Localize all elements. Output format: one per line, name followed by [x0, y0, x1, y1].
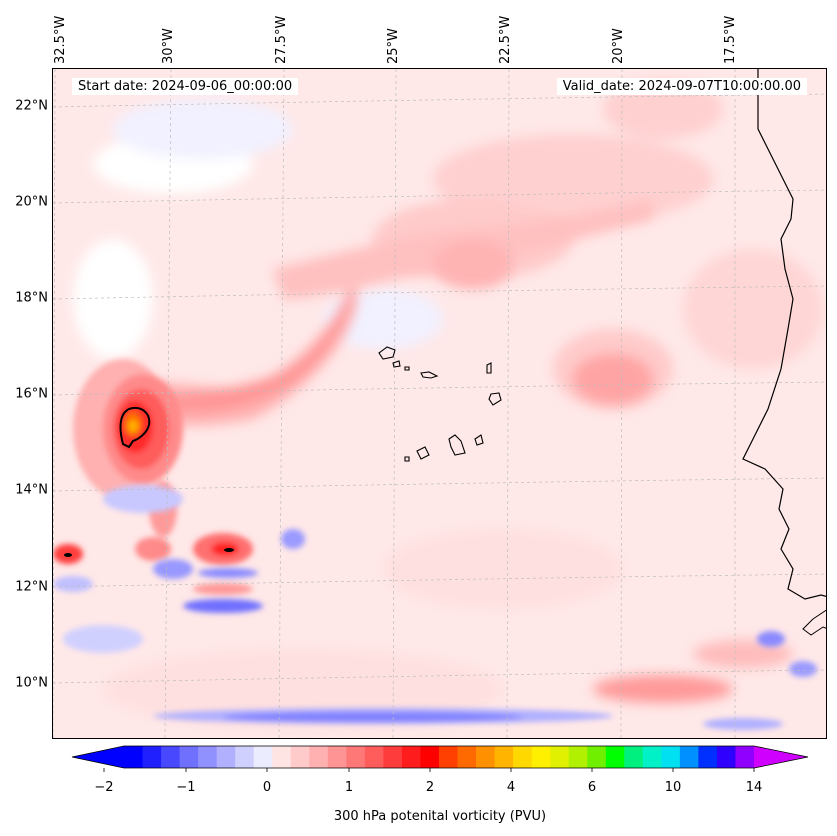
colorbar-tick-label: −2 — [94, 780, 114, 795]
longitude-label: 25°W — [386, 28, 401, 64]
pv-streamer — [113, 199, 793, 703]
colorbar-swatch — [179, 746, 199, 768]
colorbar-outline — [71, 745, 809, 769]
colorbar-swatch — [272, 746, 292, 768]
longitude-label: 17.5°W — [723, 15, 738, 64]
colorbar-swatch — [494, 746, 514, 768]
colorbar-swatch — [327, 746, 347, 768]
map-plot-area — [52, 68, 827, 739]
longitude-label: 27.5°W — [274, 15, 289, 64]
start-date-label: Start date: 2024-09-06_00:00:00 — [72, 78, 299, 95]
latitude-label: 20°N — [15, 194, 48, 210]
colorbar-swatch — [476, 746, 496, 768]
graticule — [53, 69, 826, 738]
colorbar-label: 300 hPa potenital vorticity (PVU) — [333, 809, 547, 824]
colorbar-tick-label: 2 — [425, 780, 435, 795]
colorbar-swatch — [513, 746, 533, 768]
colorbar-swatch — [216, 746, 236, 768]
colorbar-swatch — [290, 746, 310, 768]
colorbar-tick-label: 10 — [664, 780, 682, 795]
colorbar-swatch — [346, 746, 366, 768]
colorbar-swatch — [661, 746, 681, 768]
africa-coastline — [742, 69, 826, 600]
colorbar-tick-label: 6 — [587, 780, 597, 795]
longitude-label: 22.5°W — [498, 15, 513, 64]
colorbar-tick-label: 14 — [745, 780, 763, 795]
latitude-label: 16°N — [15, 386, 48, 402]
colorbar-swatch — [142, 746, 162, 768]
colorbar-swatch — [550, 746, 570, 768]
colorbar-swatch — [735, 746, 755, 768]
colorbar-swatch — [124, 746, 144, 768]
colorbar-swatch — [457, 746, 477, 768]
pv-contour-small — [224, 548, 234, 552]
colorbar-over-arrow — [754, 746, 808, 768]
colorbar-swatch — [605, 746, 625, 768]
latitude-label: 10°N — [15, 675, 48, 691]
colorbar-swatch — [401, 746, 422, 768]
colorbar-tick-label: −1 — [176, 780, 196, 795]
valid-date-label: Valid_date: 2024-09-07T10:00:00.00 — [556, 78, 807, 95]
negative-pv — [53, 485, 817, 730]
longitude-label: 32.5°W — [53, 15, 68, 64]
latitude-label: 22°N — [15, 98, 48, 114]
cape-verde-islands — [378, 346, 502, 462]
pv-contour — [119, 407, 151, 449]
colorbar-swatch — [161, 746, 181, 768]
colorbar-swatch — [679, 746, 700, 768]
colorbar-swatch — [531, 746, 551, 768]
colorbar-swatch — [587, 746, 607, 768]
pv-contour-small — [64, 553, 72, 557]
longitude-label: 20°W — [611, 28, 626, 64]
latitude-label: 14°N — [15, 482, 48, 498]
coastline-detail — [802, 609, 826, 636]
colorbar-swatch — [568, 746, 588, 768]
colorbar-swatch — [383, 746, 403, 768]
latitude-label: 18°N — [15, 290, 48, 306]
colorbar-swatch — [235, 746, 255, 768]
colorbar-swatch — [309, 746, 329, 768]
colorbar-swatch — [716, 746, 737, 768]
colorbar — [71, 745, 809, 772]
colorbar-swatch — [642, 746, 662, 768]
latitude-label: 12°N — [15, 579, 48, 595]
colorbar-under-arrow — [72, 746, 124, 768]
colorbar-tick-label: 0 — [262, 780, 272, 795]
vorticity-map — [53, 69, 826, 738]
colorbar-swatch — [698, 746, 718, 768]
colorbar-swatch — [364, 746, 385, 768]
colorbar-swatch — [624, 746, 644, 768]
colorbar-tick-label: 4 — [506, 780, 516, 795]
longitude-label: 30°W — [161, 28, 176, 64]
colorbar-swatch — [253, 746, 273, 768]
colorbar-swatch — [439, 746, 459, 768]
colorbar-swatch — [420, 746, 440, 768]
colorbar-swatch — [198, 746, 218, 768]
colorbar-tick-label: 1 — [344, 780, 354, 795]
